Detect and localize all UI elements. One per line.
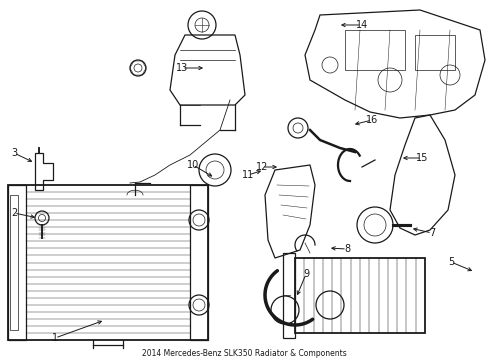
Text: 8: 8 (343, 244, 349, 254)
Bar (8, 185, 207, 340)
Text: 3: 3 (11, 148, 17, 158)
Text: 7: 7 (428, 228, 434, 238)
Text: 16: 16 (365, 115, 377, 125)
Text: 12: 12 (255, 162, 267, 172)
Text: 14: 14 (355, 20, 367, 30)
Bar (10, 195, 18, 330)
Text: 15: 15 (415, 153, 427, 163)
Text: 10: 10 (186, 160, 199, 170)
Bar (345, 30, 404, 70)
Bar (190, 185, 207, 340)
Bar (8, 185, 26, 340)
Text: 2014 Mercedes-Benz SLK350 Radiator & Components: 2014 Mercedes-Benz SLK350 Radiator & Com… (142, 350, 346, 359)
Bar (283, 253, 294, 338)
Text: 9: 9 (303, 269, 308, 279)
Text: 11: 11 (242, 170, 254, 180)
Text: 2: 2 (11, 208, 17, 218)
Bar (294, 258, 424, 333)
Text: 5: 5 (447, 257, 453, 267)
Text: 1: 1 (52, 333, 58, 343)
Text: 13: 13 (176, 63, 188, 73)
Bar (414, 35, 454, 70)
